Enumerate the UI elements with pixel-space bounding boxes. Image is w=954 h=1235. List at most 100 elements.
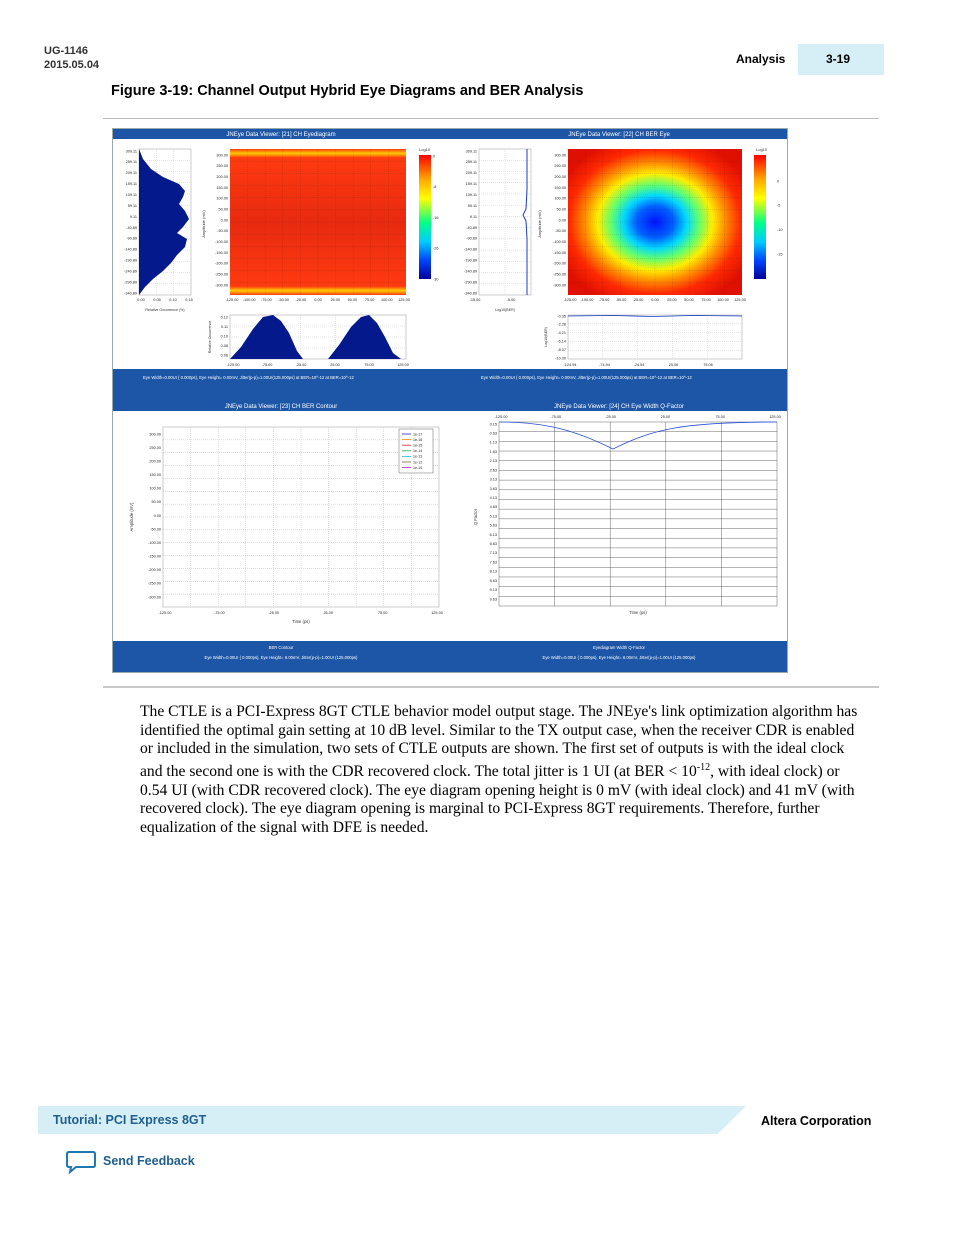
ber-time-x-tick: 25.06 — [669, 363, 679, 367]
q-factor-y-tick: 1.63 — [490, 450, 497, 454]
ber-contour-xlabel: Time (ps) — [292, 619, 310, 624]
jitter-x-tick: 125.00 — [397, 363, 409, 367]
eyediagram-y-tick: -300.00 — [215, 283, 228, 287]
bathtub-y-tick: -340.89 — [464, 291, 477, 295]
histogram-y-tick: 209.11 — [126, 171, 137, 175]
q-factor-x-tick: 75.00 — [715, 415, 725, 419]
eyediagram-y-tick: -250.00 — [215, 272, 228, 276]
footer-bar — [38, 1106, 746, 1134]
ber-contour-grid — [163, 427, 439, 607]
ber-eye-x-tick: -75.00 — [599, 298, 610, 302]
ber-eye-y-tick: -100.00 — [553, 240, 566, 244]
ber-time-y-tick: -2.28 — [557, 323, 566, 327]
q-factor-y-tick: 8.63 — [490, 579, 497, 583]
eyediagram-colorbar — [419, 155, 431, 279]
bathtub-x-tick: -15.00 — [470, 298, 481, 302]
ber-contour-y-tick: 200.00 — [149, 459, 161, 463]
eyediagram-colorbar-tick: 0 — [433, 154, 435, 158]
ber-eye-y-tick: 150.00 — [554, 186, 566, 190]
eyediagram-y-tick: -100.00 — [215, 240, 228, 244]
panel-title-ber-contour: JNEye Data Viewer: [23] CH BER Contour — [225, 404, 338, 410]
figure-canvas: JNEye Data Viewer: [21] CH Eyediagram JN… — [112, 128, 788, 673]
ber-eye-x-tick: 25.00 — [667, 298, 677, 302]
bathtub-y-tick: -90.89 — [466, 237, 477, 241]
ber-contour-y-tick: 300.00 — [149, 432, 161, 436]
histogram-x-tick: 0.05 — [153, 298, 160, 302]
send-feedback-link[interactable]: Send Feedback — [103, 1154, 195, 1168]
ber-eye-y-tick: -50.00 — [555, 229, 566, 233]
ber-contour-y-tick: -100.00 — [148, 541, 161, 545]
q-factor-y-tick: 8.13 — [490, 570, 497, 574]
ber-eye-colorbar-tick: 0 — [777, 179, 779, 183]
eyediagram-colorbar-tick: -30 — [433, 277, 439, 281]
q-factor-x-tick: 125.00 — [769, 415, 781, 419]
doc-id-block: UG-1146 2015.05.04 — [44, 44, 99, 72]
ber-eye-x-tick: -100.00 — [581, 298, 594, 302]
bathtub-y-tick: 109.11 — [466, 193, 477, 197]
ber-contour-y-tick: -50.00 — [150, 527, 161, 531]
eyediagram-y-ticks: 300.00 250.00 200.00 150.00 100.00 50.00 0.00 -… — [215, 153, 228, 287]
jitter-x-tick: -125.00 — [227, 363, 240, 367]
status-q-factor: Eye Width=0.00UI ( 0.000ps), Eye Height=… — [543, 655, 696, 660]
eyediagram-y-tick: 0.00 — [221, 218, 228, 222]
ber-eye-colorbar-title: Log10 — [756, 147, 768, 152]
bathtub-curve — [522, 149, 528, 295]
eyediagram-x-ticks: -125.00 -100.00 -75.00 -50.00 -25.00 0.00 25.0… — [226, 298, 410, 302]
legend-label: 1e-14 — [413, 449, 422, 453]
ber-eye-x-tick: 0.00 — [651, 298, 658, 302]
legend-label: 1e-10 — [413, 466, 422, 470]
ber-eye-colorbar-tick: -5 — [777, 204, 780, 208]
bathtub-x-tick: -5.00 — [507, 298, 516, 302]
q-factor-y-tick: 3.13 — [490, 478, 497, 482]
figure-title: Figure 3-19: Channel Output Hybrid Eye D… — [111, 83, 584, 99]
ber-contour-y-ticks: 300.00 250.00 200.00 150.00 100.00 50.00 0.00 -… — [148, 432, 161, 599]
bathtub-y-tick: -240.89 — [464, 269, 477, 273]
bathtub-y-tick: -40.89 — [466, 226, 477, 230]
ber-eye-x-tick: 100.00 — [717, 298, 729, 302]
panel-title-q-factor: JNEye Data Viewer: [24] CH Eye Width Q-F… — [554, 404, 684, 410]
histogram-y-ticks: 309.11 259.11 209.11 159.11 109.11 59.11 9.11 -… — [124, 149, 137, 295]
q-factor-y-ticks: 0.15 0.63 1.13 1.63 2.13 2.63 3.13 3.63 4.13 4.63… — [490, 422, 497, 601]
histogram-y-tick: -340.89 — [124, 291, 137, 295]
legend-label: 1e-15 — [413, 444, 422, 448]
ber-eye-colorbar-tick: -15 — [777, 252, 783, 256]
status-ber-eye: Eye Width=0.00UI ( 0.000ps), Eye Height=… — [481, 375, 692, 380]
figure-svg: JNEye Data Viewer: [21] CH Eyediagram JN… — [113, 129, 787, 672]
eyediagram-ylabel: Amplitude (mV) — [201, 210, 206, 238]
jitter-y-tick: 0.08 — [221, 344, 228, 348]
ber-contour-y-tick: 0.00 — [154, 514, 161, 518]
ber-eye-colorbar-ticks: 0 -5 -10 -15 — [777, 179, 783, 256]
feedback-icon[interactable] — [66, 1150, 96, 1175]
eyediagram-x-tick: 50.00 — [348, 298, 358, 302]
ber-time-grid — [568, 315, 742, 359]
body-text-part2: , with ideal clock) or 0.54 UI (with CDR… — [140, 762, 855, 836]
ber-eye-heatmap — [568, 149, 742, 295]
bathtub-y-tick: 159.11 — [466, 182, 477, 186]
ber-contour-x-tick: -125.00 — [159, 611, 172, 615]
ber-contour-x-tick: -25.00 — [268, 611, 279, 615]
ber-time-x-ticks: -124.94 -74.94 -24.94 25.06 75.06 — [564, 363, 713, 367]
legend-label: 1e-17 — [413, 432, 422, 436]
ber-eye-y-ticks: 300.00 250.00 200.00 150.00 100.00 50.00 0.00 -… — [553, 153, 566, 287]
ber-eye-y-tick: 100.00 — [554, 197, 566, 201]
ber-eye-ylabel: Amplitude (mV) — [537, 210, 542, 238]
histogram-y-tick: -290.89 — [124, 280, 137, 284]
ber-time-y-tick: -8.07 — [557, 348, 566, 352]
histogram-x-tick: 0.15 — [185, 298, 192, 302]
histogram-xlabel: Relative Occurrence (%) — [145, 308, 184, 312]
ber-contour-y-tick: 150.00 — [149, 473, 161, 477]
status-title-ber-contour: BER Contour — [269, 645, 294, 650]
histogram-y-tick: -140.89 — [124, 248, 137, 252]
ber-eye-x-tick: 75.00 — [701, 298, 711, 302]
footer-company: Altera Corporation — [761, 1114, 872, 1128]
histogram-y-tick: 9.11 — [130, 215, 137, 219]
ber-eye-x-tick: 125.00 — [734, 298, 746, 302]
jitter-x-ticks: -125.00 -75.00 -25.00 25.00 75.00 125.00 — [227, 363, 409, 367]
ber-contour-x-ticks: -125.00 -75.00 -25.00 25.00 75.00 125.00 — [159, 611, 443, 615]
eyediagram-colorbar-tick: -26 — [433, 247, 439, 251]
footer-doc-title[interactable]: Tutorial: PCI Express 8GT — [53, 1113, 207, 1127]
ber-time-ylabel: Log10(BER) — [544, 327, 548, 347]
ber-time-y-tick: -4.21 — [557, 331, 566, 335]
figure-bottom-rule — [103, 686, 879, 688]
q-factor-y-tick: 6.13 — [490, 533, 497, 537]
